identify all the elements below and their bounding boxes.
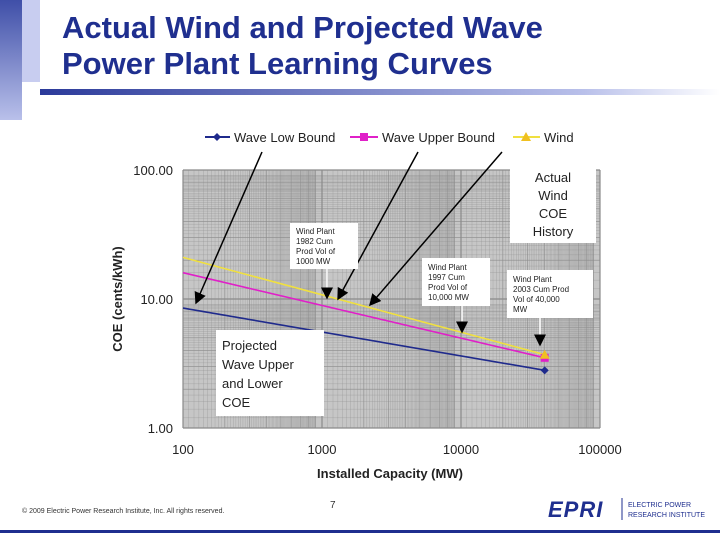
epri-logo-mark: EPRI [548,497,603,522]
callout-wind-1997-line-4: 10,000 MW [428,293,469,302]
arrow-to-wave-low [194,151,263,305]
legend-marker-wind [521,132,531,141]
series-lines [182,256,545,372]
callout-projected-wave-line-3: and Lower [222,376,283,391]
copyright-notice: © 2009 Electric Power Research Institute… [22,508,225,515]
epri-logo: EPRI ELECTRIC POWER RESEARCH INSTITUTE [548,497,705,522]
title-underline [40,89,720,95]
arrow-to-wind [369,151,503,307]
page-number: 7 [330,500,336,511]
callout-wind-1982-line-2: 1982 Cum [296,237,333,246]
callout-wind-2003-line-3: Vol of 40,000 [513,295,560,304]
arrow-to-wave-upper [337,151,419,301]
callout-projected-wave-line-4: COE [222,395,251,410]
callout-wind-1982-line-3: Prod Vol of [296,247,336,256]
series-marker-wave-low [540,366,549,375]
x-tick-label: 100 [172,442,194,457]
callout-wind-2003-line-4: MW [513,305,528,314]
callout-wind-1982-line-1: Wind Plant [296,227,335,236]
callout-wind-1982-box [290,223,358,269]
legend-label-wave-upper: Wave Upper Bound [382,130,495,145]
x-tick-label: 1000 [308,442,337,457]
series-line-wind [182,256,545,356]
x-tick-labels: 100 1000 10000 100000 [172,442,622,457]
y-tick-label: 100.00 [133,163,173,178]
callout-projected-wave: Projected Wave Upper and Lower COE [216,330,324,416]
annotation-arrows [194,151,546,347]
legend-label-wave-low: Wave Low Bound [234,130,335,145]
title-accent-bar-light [22,0,40,82]
callout-wind-1997-line-1: Wind Plant [428,263,467,272]
callout-actual-wind: Actual Wind COE History [510,163,596,243]
legend-marker-wave-low [213,133,221,141]
x-tick-label: 100000 [578,442,621,457]
slide-title: Actual Wind and Projected Wave Power Pla… [62,10,682,82]
callout-actual-wind-box [510,163,596,243]
callout-actual-wind-line-1: Actual [535,170,571,185]
footer-rule [0,530,720,533]
x-axis-label: Installed Capacity (MW) [317,466,463,481]
title-accent-bar [0,0,22,120]
series-line-wave-low [182,307,545,372]
callout-wind-2003-box [507,270,593,318]
callout-wind-1997: Wind Plant 1997 Cum Prod Vol of 10,000 M… [422,258,490,306]
legend: Wave Low Bound Wave Upper Bound Wind [205,130,574,145]
series-marker-wind [539,349,550,359]
callout-wind-2003-line-2: 2003 Cum Prod [513,285,569,294]
callout-wind-2003-line-1: Wind Plant [513,275,552,284]
callout-wind-1982: Wind Plant 1982 Cum Prod Vol of 1000 MW [290,223,358,269]
series-line-wave-upper [182,271,545,359]
series-markers [539,349,550,375]
y-tick-label: 10.00 [140,292,173,307]
slide-title-line-2: Power Plant Learning Curves [62,46,493,81]
callout-projected-wave-line-1: Projected [222,338,277,353]
callout-wind-2003: Wind Plant 2003 Cum Prod Vol of 40,000 M… [507,270,593,318]
y-tick-label: 1.00 [148,421,173,436]
callout-wind-1997-line-3: Prod Vol of [428,283,468,292]
callout-projected-wave-line-2: Wave Upper [222,357,294,372]
logo-line-1: ELECTRIC POWER [628,502,691,509]
callout-wind-1997-line-2: 1997 Cum [428,273,465,282]
callout-actual-wind-line-2: Wind [538,188,568,203]
callout-actual-wind-line-3: COE [539,206,568,221]
callout-actual-wind-line-4: History [533,224,574,239]
callout-wind-1997-box [422,258,490,306]
legend-label-wind: Wind [544,130,574,145]
callout-wind-1982-line-4: 1000 MW [296,257,331,266]
y-tick-labels: 100.00 10.00 1.00 [133,163,173,436]
slide-title-line-1: Actual Wind and Projected Wave [62,10,543,45]
logo-line-2: RESEARCH INSTITUTE [628,512,705,519]
callout-projected-wave-box [216,330,324,416]
x-tick-label: 10000 [443,442,479,457]
legend-marker-wave-upper [360,133,368,141]
y-axis-label: COE (cents/kWh) [110,246,125,351]
